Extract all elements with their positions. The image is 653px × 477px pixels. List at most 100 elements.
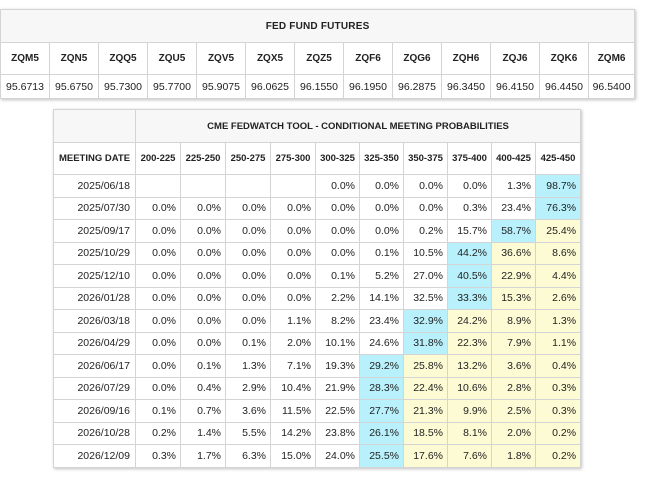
fedwatch-corner-cell [53,109,136,143]
futures-price-cell: 95.6750 [49,74,99,99]
probability-cell: 28.3% [359,376,404,400]
probability-cell: 7.9% [491,331,536,355]
probability-cell: 1.1% [270,309,316,333]
fedwatch-body: 2025/06/18 0.0% 0.0% 0.0% 0.0% 1.3% 98.7% 2025/… [53,174,582,468]
meeting-row: 2025/09/17 0.0% 0.0% 0.0% 0.0% 0.0% 0.0% 0.2% 15… [53,219,582,243]
probability-cell: 0.0% [225,241,271,265]
futures-price-cell: 95.6713 [0,74,50,99]
probability-cell: 10.5% [403,241,448,265]
probability-cell [225,174,271,198]
probability-cell: 0.1% [180,354,226,378]
probability-cell: 22.3% [447,331,492,355]
futures-contract-header: ZQZ5 [294,42,344,75]
probability-cell: 2.6% [534,286,582,310]
probability-cell: 2.0% [270,331,316,355]
rate-range-header: 200-225 [135,142,181,175]
futures-price-cell: 95.7300 [98,74,148,99]
probability-cell: 40.5% [447,264,492,288]
futures-contract-header: ZQM5 [0,42,50,75]
meeting-date-cell: 2025/09/17 [53,219,136,243]
probability-cell: 1.1% [534,331,582,355]
futures-price-cell: 95.9075 [196,74,246,99]
probability-cell: 22.9% [491,264,536,288]
probability-cell: 1.3% [491,174,536,198]
probability-cell: 3.6% [491,354,536,378]
probability-cell: 33.3% [447,286,492,310]
probability-cell: 0.4% [180,376,226,400]
futures-price-cell: 96.5400 [587,74,636,99]
rate-range-header: 300-325 [315,142,360,175]
futures-price-cell: 96.1550 [294,74,344,99]
probability-cell: 5.2% [359,264,404,288]
rate-range-header: 400-425 [491,142,536,175]
probability-cell: 0.0% [315,219,360,243]
probability-cell: 27.7% [359,399,404,423]
futures-header-row: ZQM5 ZQN5 ZQQ5 ZQU5 ZQV5 ZQX5 ZQZ5 ZQF6 ZQG6 ZQH6… [0,42,636,75]
probability-cell: 15.7% [447,219,492,243]
rate-range-header: 375-400 [447,142,492,175]
probability-cell: 1.8% [491,444,536,468]
futures-contract-header: ZQN5 [49,42,99,75]
probability-cell: 0.3% [534,376,582,400]
futures-price-cell: 96.4150 [490,74,540,99]
probability-cell: 0.1% [359,241,404,265]
probability-cell: 0.0% [315,241,360,265]
probability-cell: 2.5% [491,399,536,423]
probability-cell: 0.0% [135,309,181,333]
probability-cell: 27.0% [403,264,448,288]
probability-cell: 0.0% [180,286,226,310]
probability-cell: 44.2% [447,241,492,265]
probability-cell: 0.0% [225,309,271,333]
probability-cell: 23.4% [359,309,404,333]
futures-price-cell: 96.2875 [392,74,442,99]
probability-cell: 0.0% [180,219,226,243]
meeting-date-cell: 2026/01/28 [53,286,136,310]
meeting-date-cell: 2026/12/09 [53,444,136,468]
meeting-date-cell: 2026/03/18 [53,309,136,333]
probability-cell: 31.8% [403,331,448,355]
meeting-row: 2025/06/18 0.0% 0.0% 0.0% 0.0% 1.3% 98.7% [53,174,582,198]
probability-cell: 32.9% [403,309,448,333]
probability-cell: 0.3% [135,444,181,468]
probability-cell: 32.5% [403,286,448,310]
rate-range-header: 350-375 [403,142,448,175]
probability-cell: 0.0% [225,286,271,310]
meeting-date-cell: 2026/06/17 [53,354,136,378]
meeting-row: 2026/07/29 0.0% 0.4% 2.9% 10.4% 21.9% 28.3% 22.… [53,376,582,400]
meeting-row: 2025/10/29 0.0% 0.0% 0.0% 0.0% 0.0% 0.1% 10.5% 4… [53,241,582,265]
probability-cell: 0.0% [135,196,181,220]
probability-cell: 0.0% [225,264,271,288]
meeting-date-cell: 2026/04/29 [53,331,136,355]
probability-cell: 13.2% [447,354,492,378]
futures-contract-header: ZQG6 [392,42,442,75]
probability-cell: 2.0% [491,421,536,445]
futures-contract-header: ZQH6 [441,42,491,75]
probability-cell: 9.9% [447,399,492,423]
fed-fund-futures-table: FED FUND FUTURES ZQM5 ZQN5 ZQQ5 ZQU5 ZQV5 ZQX… [0,9,636,99]
probability-cell: 0.1% [135,399,181,423]
probability-cell: 0.3% [447,196,492,220]
probability-cell: 0.0% [180,241,226,265]
probability-cell: 24.0% [315,444,360,468]
probability-cell: 0.0% [225,196,271,220]
probability-cell [135,174,181,198]
probability-cell: 29.2% [359,354,404,378]
probability-cell: 0.0% [225,219,271,243]
probability-cell: 23.4% [491,196,536,220]
probability-cell: 11.5% [270,399,316,423]
probability-cell: 0.0% [270,286,316,310]
probability-cell: 15.3% [491,286,536,310]
rate-range-header: 425-450 [534,142,582,175]
meeting-row: 2026/10/28 0.2% 1.4% 5.5% 14.2% 23.8% 26.1% 18.… [53,421,582,445]
probability-cell: 0.2% [534,421,582,445]
probability-cell: 76.3% [534,196,582,220]
probability-cell: 1.4% [180,421,226,445]
probability-cell: 0.0% [135,286,181,310]
probability-cell: 0.0% [403,174,448,198]
probability-cell: 23.8% [315,421,360,445]
probability-cell: 0.2% [534,444,582,468]
futures-contract-header: ZQU5 [147,42,197,75]
futures-contract-header: ZQF6 [343,42,393,75]
probability-cell: 98.7% [534,174,582,198]
probability-cell: 58.7% [491,219,536,243]
